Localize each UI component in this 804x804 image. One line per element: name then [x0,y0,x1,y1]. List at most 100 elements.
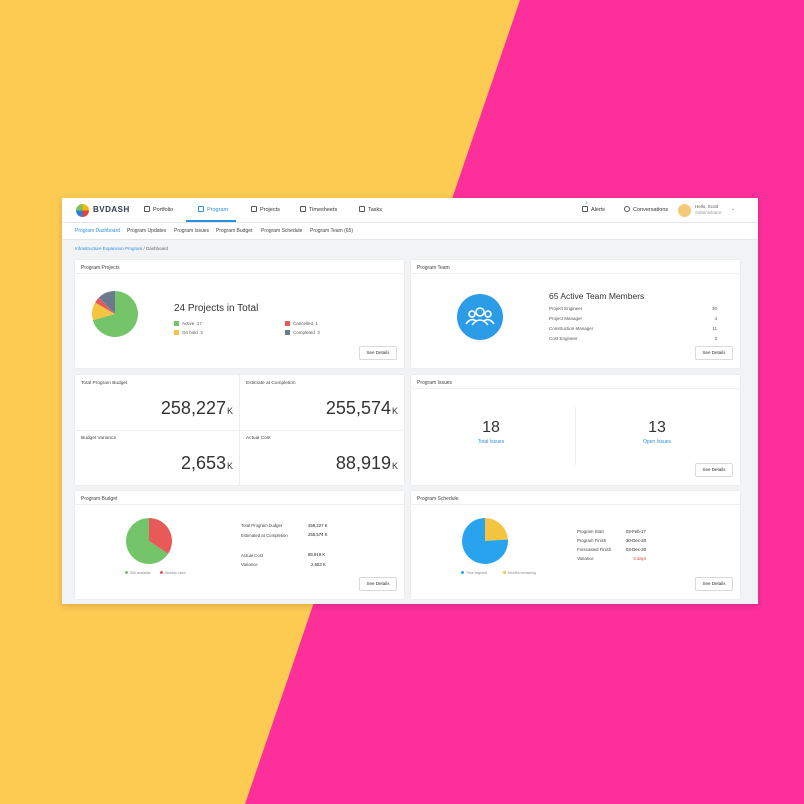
briefcase-icon [144,206,150,212]
nav-item-projects[interactable]: Projects [251,206,280,213]
pie-slice-cancelled [95,297,115,314]
schedule-see-details-button[interactable]: See Details [695,577,733,591]
program-projects-card: Program Projects 24 Projects in Total Ac… [75,260,404,368]
total-budget-label: Total Program Budget [81,381,128,386]
budget-row-label: Total Program budget [241,523,283,528]
program-schedule-card: Program Schedule Time elapsed Months rem… [411,491,740,599]
pie-slice-remaining [485,518,508,541]
budget-see-details-button[interactable]: See Details [359,577,397,591]
team-role-row: Cost Engineer 3 [549,336,717,341]
chat-icon [624,206,630,212]
nav-item-timesheets[interactable]: Timesheets [300,206,337,213]
program-budget-card: Program Budget Still available Already u… [75,491,404,599]
card-divider [411,388,740,389]
team-role-row: Project Manager 4 [549,316,717,321]
pie-slice-available [125,518,169,564]
schedule-row-value: 30-Dec-20 [626,538,647,543]
schedule-row-label: Program Finish [577,538,607,543]
metrics-horizontal-divider [75,430,404,431]
budget-row-value: 255,574 K [308,532,328,537]
active-tab-indicator [186,220,236,222]
pie-slice-used [149,518,172,554]
card-title: Program Projects [81,265,120,271]
brand-name: BVDASH [93,205,130,214]
budget-row-label: Actual Cost [241,553,263,558]
subnav-program-dashboard[interactable]: Program Dashboard [75,228,121,234]
actual-cost-value: 88,919K [335,453,398,473]
budget-pie-chart [125,518,172,564]
open-issues-value: 13 [648,419,666,436]
user-greeting: Hello, Scott [695,204,719,209]
open-issues-link[interactable]: Open Issues [642,439,672,445]
subnav-program-team[interactable]: Program Team (65) [310,228,353,234]
team-circle [457,294,503,340]
budget-legend-available: Still available [125,571,150,575]
pie-slice-onhold [92,302,115,320]
total-issues-value: 18 [482,419,500,436]
user-role: Administrator [695,210,722,215]
bell-icon [582,206,588,212]
budget-legend-used: Already used [160,571,185,575]
project-icon [251,206,257,212]
total-budget-value: 258,227K [160,398,233,418]
legend-onhold: On hold 3 [174,330,203,335]
schedule-row-label: Forecasted Finish [577,547,612,552]
schedule-row-value: 03-Feb-17 [626,529,646,534]
team-role-row: Project Engineer 30 [549,306,717,311]
nav-item-tasks[interactable]: Tasks [359,206,382,213]
budget-row-label: Estimated at Completion [241,533,288,538]
budget-row-label: Variance [241,562,258,567]
subnav-program-schedule[interactable]: Program Schedule [261,228,303,234]
projects-see-details-button[interactable]: See Details [359,346,397,360]
nav-item-program[interactable]: Program [198,206,228,213]
schedule-row-value: 03-Dec-20 [626,547,647,552]
alerts-badge: 3 [585,200,588,205]
budget-row-value: 2,653 K [311,562,326,567]
actual-cost-label: Actual Cost [246,436,271,441]
timesheet-icon [300,206,306,212]
projects-pie-chart [92,291,138,337]
subnav-program-updates[interactable]: Program Updates [127,228,167,234]
legend-cancelled: Cancelled 1 [285,321,318,326]
tasks-icon [359,206,365,212]
projects-total: 24 Projects in Total [174,303,259,314]
schedule-row-label: Program Start [577,529,604,534]
user-avatar[interactable] [678,204,691,217]
subnav-program-issues[interactable]: Program Issues [174,228,210,234]
card-title: Program Budget [81,496,118,502]
subnav-program-budget[interactable]: Program Budget [216,228,253,234]
dashboard-window: BVDASH Portfolio Program Projects Timesh… [62,198,758,604]
schedule-legend-elapsed: Time elapsed [461,571,487,575]
top-nav: BVDASH Portfolio Program Projects Timesh… [62,198,758,223]
alerts-link[interactable]: Alerts 3 [582,200,605,213]
card-title: Program Schedule [417,496,459,502]
remaining-dot [503,571,506,574]
budget-variance-label: Budget Variance [81,436,117,441]
nav-item-portfolio[interactable]: Portfolio [144,206,173,213]
chevron-down-icon[interactable]: ⌄ [731,206,736,212]
schedule-pie-chart [462,518,508,564]
card-divider [75,504,404,505]
team-total: 65 Active Team Members [549,291,645,301]
breadcrumb: Infrastructure Expansion Program / Dashb… [75,246,168,251]
total-issues-link[interactable]: Total Issues [477,439,505,445]
card-title: Program Issues [417,380,453,386]
legend-completed: Completed 3 [285,330,320,335]
budget-row-value: 88,919 K [308,552,326,557]
budget-metrics-card: Total Program Budget 258,227K Estimate a… [75,375,404,485]
sitemap-icon [198,206,204,212]
breadcrumb-program-link[interactable]: Infrastructure Expansion Program [75,246,143,251]
eac-value: 255,574K [325,398,398,418]
active-swatch [174,321,179,326]
program-issues-card: Program Issues 18 Total Issues 13 Open I… [411,375,740,485]
used-dot [160,571,163,574]
card-divider [411,273,740,274]
conversations-link[interactable]: Conversations [624,206,668,213]
available-dot [125,571,128,574]
team-see-details-button[interactable]: See Details [695,346,733,360]
pie-slice-completed [98,291,115,314]
legend-active: Active 17 [174,321,202,326]
people-group-icon [465,307,495,326]
issues-see-details-button[interactable]: See Details [695,463,733,477]
program-team-card: Program Team 65 Active Team Members Proj… [411,260,740,368]
